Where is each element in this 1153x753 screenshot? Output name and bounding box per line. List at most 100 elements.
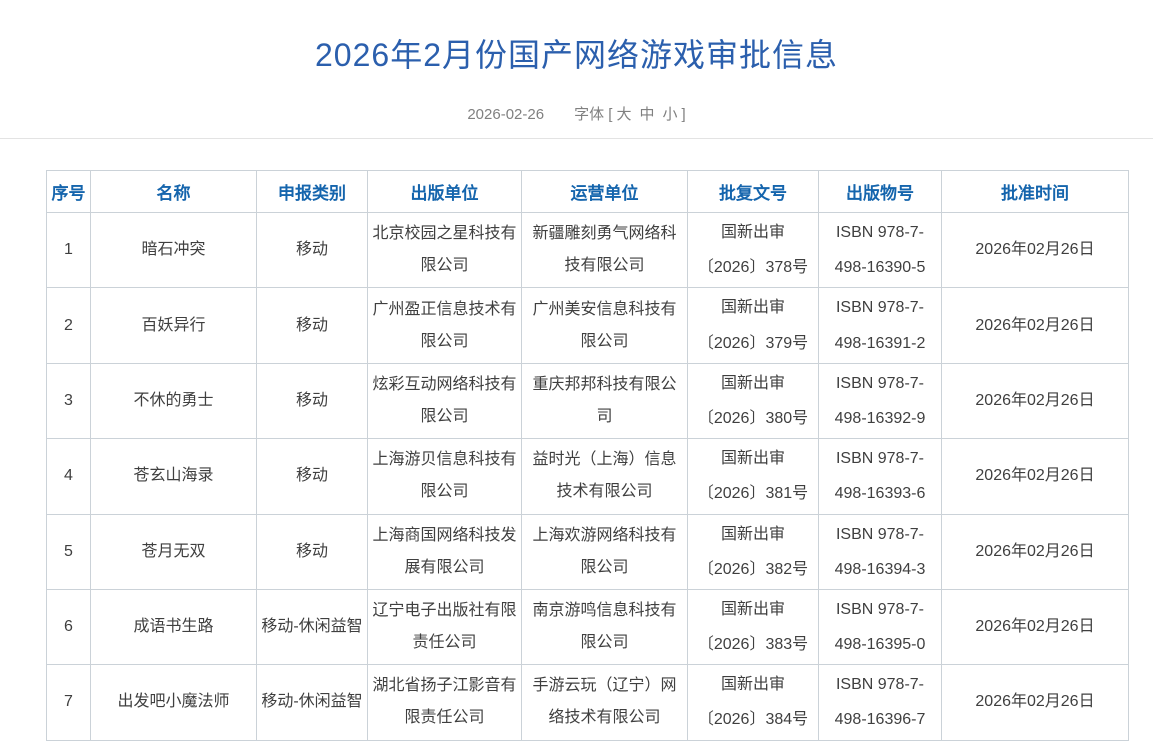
table-row: 6 成语书生路 移动-休闲益智 辽宁电子出版社有限责任公司 南京游鸣信息科技有限… xyxy=(46,588,1129,666)
isbn-line1: ISBN 978-7- xyxy=(835,299,925,317)
approval-number-line2: 〔2026〕380号 xyxy=(697,409,809,427)
cell-isbn: ISBN 978-7- 498-16392-9 xyxy=(818,362,942,440)
cell-approval-date: 2026年02月26日 xyxy=(941,287,1129,364)
isbn-line1: ISBN 978-7- xyxy=(835,224,925,241)
cell-game-name: 出发吧小魔法师 xyxy=(90,664,257,741)
cell-approval-date: 2026年02月26日 xyxy=(941,588,1129,666)
table-row: 7 出发吧小魔法师 移动-休闲益智 湖北省扬子江影音有限责任公司 手游云玩（辽宁… xyxy=(46,664,1129,741)
font-size-large[interactable]: 大 xyxy=(616,106,632,123)
isbn-line1: ISBN 978-7- xyxy=(835,450,925,468)
cell-game-name: 苍月无双 xyxy=(90,513,257,590)
table-row: 3 不休的勇士 移动 炫彩互动网络科技有限公司 重庆邦邦科技有限公司 国新出审 … xyxy=(46,362,1129,440)
cell-isbn: ISBN 978-7- 498-16395-0 xyxy=(818,588,942,666)
header-date: 批准时间 xyxy=(941,170,1129,213)
approval-number-line2: 〔2026〕379号 xyxy=(697,334,809,352)
cell-approval-date: 2026年02月26日 xyxy=(941,211,1129,289)
cell-approval-date: 2026年02月26日 xyxy=(941,362,1129,440)
table-header-row: 序号 名称 申报类别 出版单位 运营单位 批复文号 出版物号 批准时间 xyxy=(46,170,1129,213)
cell-operator: 上海欢游网络科技有限公司 xyxy=(521,513,688,590)
font-size-small[interactable]: 小 xyxy=(662,106,678,123)
cell-seq: 3 xyxy=(46,362,91,440)
cell-publisher: 炫彩互动网络科技有限公司 xyxy=(367,362,522,440)
publish-date: 2026-02-26 xyxy=(467,106,545,123)
cell-publisher: 上海游贝信息科技有限公司 xyxy=(367,438,522,515)
isbn-line1: ISBN 978-7- xyxy=(835,374,925,392)
isbn-line2: 498-16396-7 xyxy=(834,711,926,729)
cell-approval-number: 国新出审 〔2026〕384号 xyxy=(687,664,819,741)
cell-game-name: 暗石冲突 xyxy=(90,211,257,289)
cell-isbn: ISBN 978-7- 498-16394-3 xyxy=(818,513,942,590)
cell-operator: 南京游鸣信息科技有限公司 xyxy=(521,588,688,666)
header-seq: 序号 xyxy=(46,170,91,213)
header-publisher: 出版单位 xyxy=(367,170,522,213)
font-bracket-close: ] xyxy=(681,106,686,123)
table-row: 4 苍玄山海录 移动 上海游贝信息科技有限公司 益时光（上海）信息技术有限公司 … xyxy=(46,438,1129,515)
approval-number-line2: 〔2026〕384号 xyxy=(697,711,809,729)
cell-publisher: 广州盈正信息技术有限公司 xyxy=(367,287,522,364)
approval-number-line1: 国新出审 xyxy=(720,525,785,543)
cell-game-name: 百妖异行 xyxy=(90,287,257,364)
cell-isbn: ISBN 978-7- 498-16393-6 xyxy=(818,438,942,515)
isbn-line2: 498-16394-3 xyxy=(834,560,926,578)
approval-number-line2: 〔2026〕382号 xyxy=(697,560,809,578)
font-label: 字体 xyxy=(574,106,605,123)
font-size-medium[interactable]: 中 xyxy=(639,106,655,123)
cell-operator: 手游云玩（辽宁）网络技术有限公司 xyxy=(521,664,688,741)
cell-operator: 新疆雕刻勇气网络科技有限公司 xyxy=(521,211,688,289)
cell-operator: 重庆邦邦科技有限公司 xyxy=(521,362,688,440)
cell-category: 移动 xyxy=(256,211,368,289)
approval-number-line1: 国新出审 xyxy=(720,299,785,317)
isbn-line2: 498-16390-5 xyxy=(834,259,926,277)
cell-category: 移动 xyxy=(256,287,368,364)
header-name: 名称 xyxy=(90,170,257,213)
cell-operator: 益时光（上海）信息技术有限公司 xyxy=(521,438,688,515)
page: 2026年2月份国产网络游戏审批信息 2026-02-26 字体 [大中小] 序号… xyxy=(0,30,1153,741)
cell-category: 移动 xyxy=(256,513,368,590)
approval-number-line1: 国新出审 xyxy=(720,676,785,694)
isbn-line2: 498-16392-9 xyxy=(834,409,926,427)
cell-seq: 7 xyxy=(46,664,91,741)
approval-number-line2: 〔2026〕378号 xyxy=(697,259,809,277)
cell-category: 移动-休闲益智 xyxy=(256,588,368,666)
cell-seq: 6 xyxy=(46,588,91,666)
header-approval: 批复文号 xyxy=(687,170,819,213)
isbn-line1: ISBN 978-7- xyxy=(835,676,925,694)
approval-number-line1: 国新出审 xyxy=(720,374,785,392)
cell-approval-number: 国新出审 〔2026〕379号 xyxy=(687,287,819,364)
approval-number-line2: 〔2026〕381号 xyxy=(697,485,809,503)
cell-publisher: 湖北省扬子江影音有限责任公司 xyxy=(367,664,522,741)
cell-operator: 广州美安信息科技有限公司 xyxy=(521,287,688,364)
cell-category: 移动-休闲益智 xyxy=(256,664,368,741)
isbn-line1: ISBN 978-7- xyxy=(835,600,925,618)
cell-approval-number: 国新出审 〔2026〕380号 xyxy=(687,362,819,440)
isbn-line1: ISBN 978-7- xyxy=(835,525,925,543)
cell-approval-date: 2026年02月26日 xyxy=(941,438,1129,515)
cell-seq: 4 xyxy=(46,438,91,515)
cell-approval-date: 2026年02月26日 xyxy=(941,513,1129,590)
cell-approval-number: 国新出审 〔2026〕382号 xyxy=(687,513,819,590)
cell-approval-date: 2026年02月26日 xyxy=(941,664,1129,741)
header-operator: 运营单位 xyxy=(521,170,688,213)
approval-number-line1: 国新出审 xyxy=(720,600,785,618)
cell-seq: 2 xyxy=(46,287,91,364)
approval-number-line2: 〔2026〕383号 xyxy=(697,636,809,654)
table-row: 5 苍月无双 移动 上海商国网络科技发展有限公司 上海欢游网络科技有限公司 国新… xyxy=(46,513,1129,590)
cell-isbn: ISBN 978-7- 498-16391-2 xyxy=(818,287,942,364)
header-category: 申报类别 xyxy=(256,170,368,213)
cell-seq: 5 xyxy=(46,513,91,590)
cell-publisher: 辽宁电子出版社有限责任公司 xyxy=(367,588,522,666)
isbn-line2: 498-16393-6 xyxy=(834,485,926,503)
font-size-widget: 字体 [大中小] xyxy=(574,106,686,123)
approvals-table: 序号 名称 申报类别 出版单位 运营单位 批复文号 出版物号 批准时间 1 暗石… xyxy=(46,170,1129,741)
cell-category: 移动 xyxy=(256,438,368,515)
header-isbn: 出版物号 xyxy=(818,170,942,213)
meta-bar: 2026-02-26 字体 [大中小] xyxy=(0,103,1153,124)
approval-number-line1: 国新出审 xyxy=(720,224,785,241)
table-row: 2 百妖异行 移动 广州盈正信息技术有限公司 广州美安信息科技有限公司 国新出审… xyxy=(46,287,1129,364)
cell-publisher: 上海商国网络科技发展有限公司 xyxy=(367,513,522,590)
font-bracket-open: [ xyxy=(608,106,613,123)
cell-game-name: 成语书生路 xyxy=(90,588,257,666)
cell-game-name: 苍玄山海录 xyxy=(90,438,257,515)
isbn-line2: 498-16395-0 xyxy=(834,636,926,654)
divider-line xyxy=(0,138,1153,139)
